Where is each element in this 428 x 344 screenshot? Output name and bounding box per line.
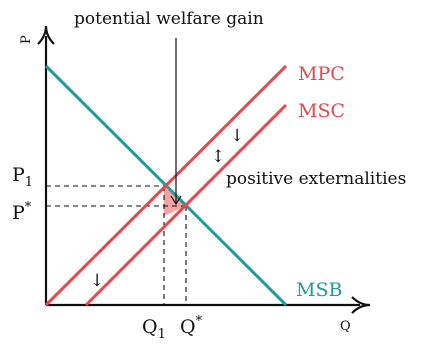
msc-curve: [84, 103, 288, 307]
x-axis-arrowhead: [351, 296, 371, 314]
externality-label: positive externalities: [226, 169, 406, 189]
q1-label: Q1: [142, 316, 166, 342]
y-axis-arrowhead: [37, 25, 55, 45]
q-star-label: Q*: [180, 314, 203, 338]
mpc-curve: [44, 64, 288, 307]
welfare-gain-label: potential welfare gain: [74, 9, 264, 29]
up-down-arrow-icon: ↕: [211, 147, 225, 167]
mpc-label: MPC: [298, 63, 345, 85]
x-axis-label: Q: [340, 319, 351, 334]
msc-label: MSC: [298, 100, 345, 122]
welfare-gain-pointer-head: [170, 195, 182, 206]
msb-label: MSB: [296, 279, 342, 301]
down-arrow-icon: ↓: [90, 271, 104, 291]
y-axis-label: P: [19, 35, 34, 44]
down-arrow-icon: ↓: [230, 126, 244, 146]
p1-label: P1: [12, 164, 33, 190]
p-star-label: P*: [12, 200, 32, 224]
